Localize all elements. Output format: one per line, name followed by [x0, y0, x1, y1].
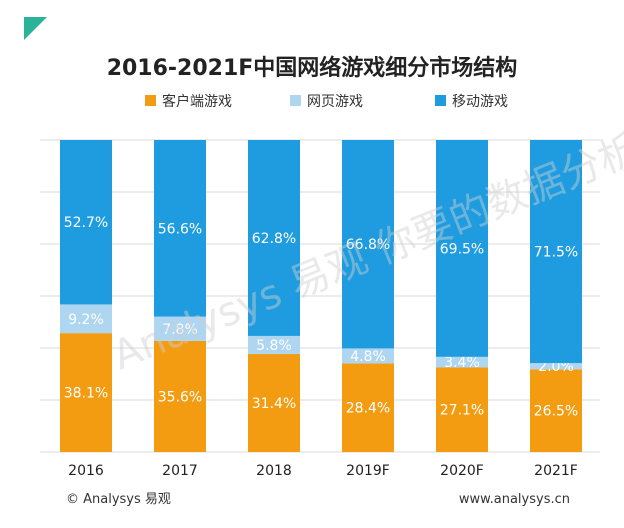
legend-swatch [145, 95, 156, 106]
bar-segment [60, 333, 112, 452]
data-label: 3.4% [444, 355, 480, 371]
bar-segment [248, 335, 300, 355]
x-tick-label: 2017 [162, 463, 198, 479]
data-label: 28.4% [346, 401, 390, 417]
x-tick-label: 2018 [256, 463, 292, 479]
data-label: 26.5% [534, 404, 578, 420]
legend-swatch [290, 95, 301, 106]
bar-segment [60, 140, 112, 305]
data-label: 5.8% [256, 338, 292, 354]
bar-segment [342, 363, 394, 452]
data-label: 71.5% [534, 245, 578, 261]
data-label: 7.8% [162, 322, 198, 338]
legend-swatch [435, 95, 446, 106]
data-label: 56.6% [158, 221, 202, 237]
legend-label: 网页游戏 [307, 94, 363, 110]
data-label: 66.8% [346, 237, 390, 253]
x-tick-label: 2020F [440, 463, 484, 479]
footer-source-right: www.analysys.cn [459, 492, 570, 507]
data-label: 4.8% [350, 349, 386, 365]
bar-segment [154, 316, 206, 341]
bar-segment [530, 363, 582, 370]
x-tick-label: 2021F [534, 463, 578, 479]
bar-segment [154, 140, 206, 317]
bar-segment [530, 140, 582, 364]
corner-triangle-logo [24, 17, 47, 40]
bar-segment [436, 140, 488, 357]
bar-segment [436, 356, 488, 368]
x-tick-label: 2019F [346, 463, 390, 479]
data-label: 27.1% [440, 403, 484, 419]
bars: 38.1% 9.2% 52.7% 35.6% 7.8% 56.6% 31.4% 5.8% 62.… [60, 140, 582, 452]
bar-segment [154, 340, 206, 452]
bar-segment [530, 369, 582, 452]
data-label: 9.2% [68, 312, 104, 328]
data-label: 38.1% [64, 386, 108, 402]
bar-segment [342, 140, 394, 349]
data-label: 52.7% [64, 215, 108, 231]
chart-title: 2016-2021F中国网络游戏细分市场结构 [107, 55, 518, 81]
bar-segment [436, 367, 488, 452]
data-label: 2.0% [538, 359, 574, 375]
legend-label: 移动游戏 [452, 94, 508, 110]
legend: 客户端游戏 网页游戏 移动游戏 [145, 93, 508, 110]
bar-segment [60, 304, 112, 334]
data-label: 31.4% [252, 396, 296, 412]
data-label: 69.5% [440, 241, 484, 257]
bar-segment [342, 348, 394, 364]
bar-segment [248, 140, 300, 336]
footer-source-left: © Analysys 易观 [66, 492, 171, 507]
bar-segment [248, 354, 300, 452]
legend-label: 客户端游戏 [162, 93, 232, 110]
data-label: 35.6% [158, 389, 202, 405]
data-label: 62.8% [252, 231, 296, 247]
x-tick-label: 2016 [68, 463, 104, 479]
x-axis-ticks: 2016 2017 2018 2019F 2020F 2021F [68, 463, 578, 479]
gridlines [40, 139, 600, 453]
